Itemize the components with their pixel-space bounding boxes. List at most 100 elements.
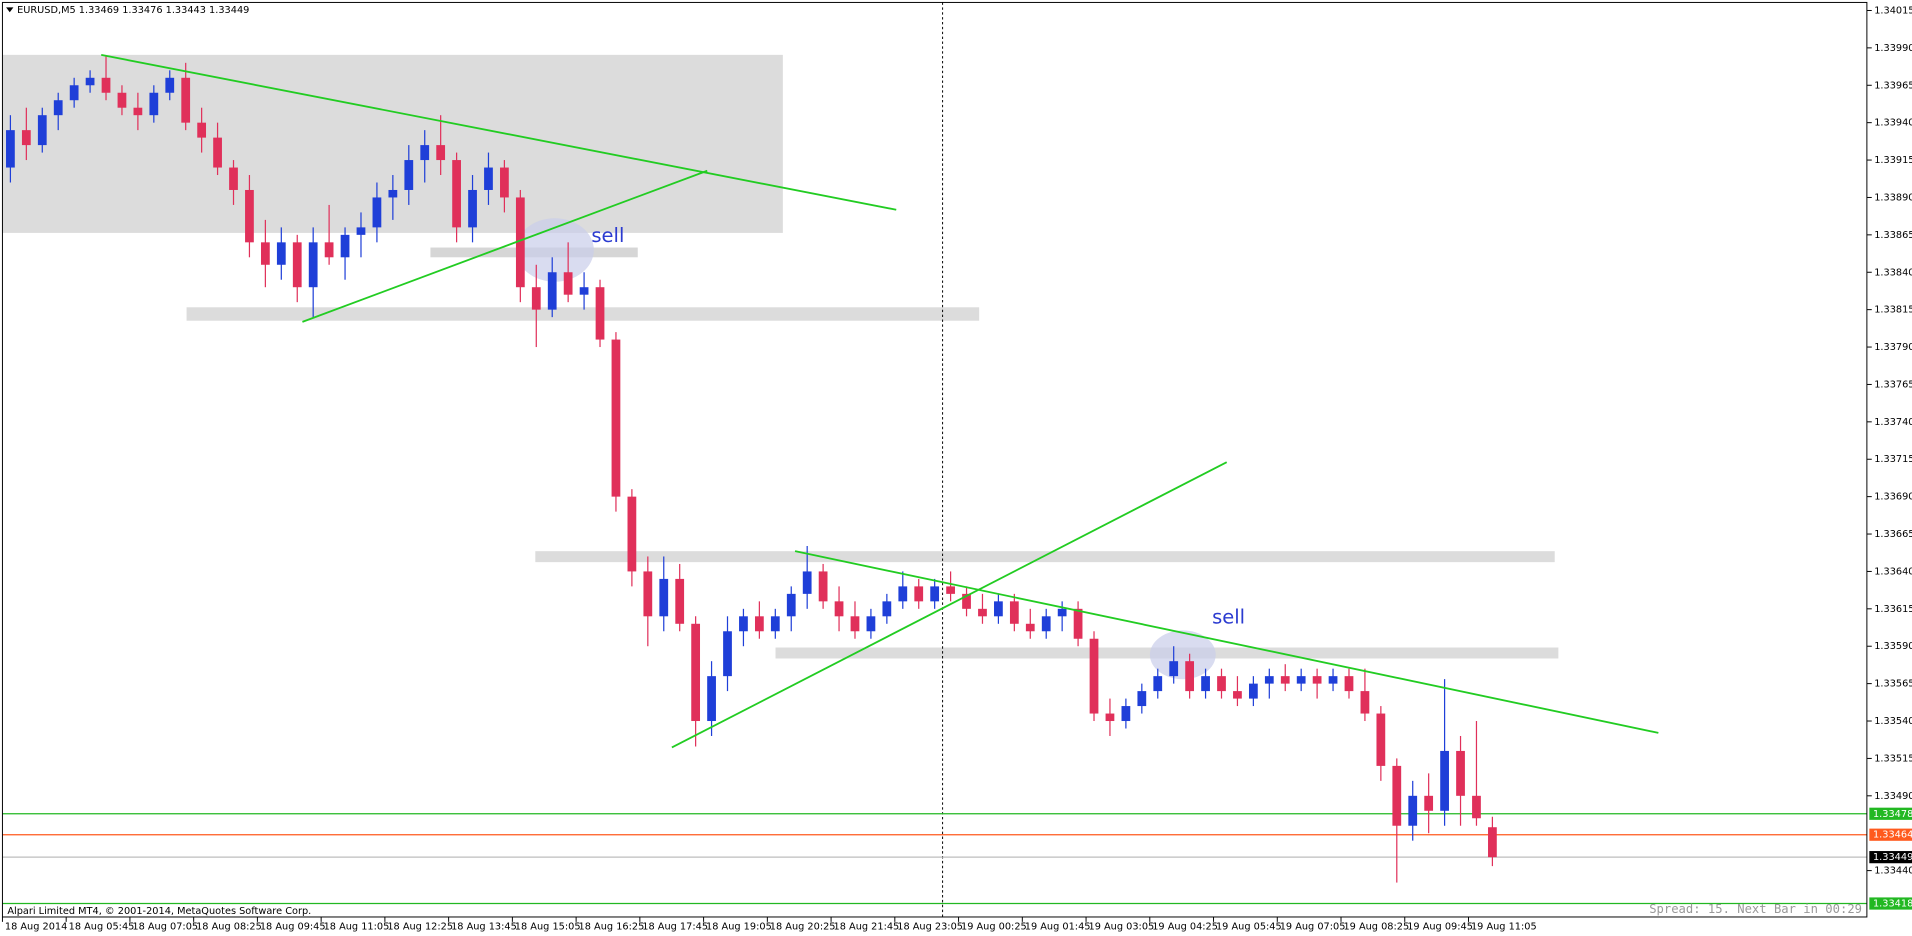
- candle-body: [340, 234, 350, 258]
- candle-body: [914, 586, 924, 602]
- candle-body: [85, 77, 95, 86]
- candle-body: [1328, 676, 1338, 684]
- candle-body: [1185, 661, 1195, 692]
- y-tick-label: 1.33540: [1874, 716, 1912, 727]
- price-label-box: [1869, 828, 1912, 841]
- candle-body: [1201, 676, 1210, 692]
- candle-body: [563, 272, 573, 295]
- status: Spread: 15. Next Bar in 00:29: [1649, 902, 1862, 916]
- candle-body: [101, 77, 111, 93]
- candle-body: [292, 242, 302, 288]
- candle-body: [500, 167, 509, 198]
- candle-body: [149, 92, 159, 116]
- candle-body: [53, 100, 63, 116]
- candle-body: [229, 167, 238, 190]
- x-tick-label: 18 Aug 08:25: [196, 922, 262, 933]
- candle-body: [611, 339, 621, 497]
- candle-body: [452, 160, 461, 228]
- candle-body: [1057, 608, 1067, 617]
- candle-body: [308, 242, 318, 288]
- candle-body: [1296, 676, 1306, 684]
- x-tick-label: 18 Aug 20:25: [770, 922, 836, 933]
- candle-body: [1153, 676, 1163, 692]
- x-tick-label: 18 Aug 2014: [5, 922, 67, 933]
- candle-body: [436, 145, 446, 161]
- x-tick-label: 19 Aug 08:25: [1343, 922, 1409, 933]
- candle-body: [1280, 676, 1290, 684]
- candle-body: [1169, 661, 1179, 677]
- candle-body: [1137, 691, 1147, 707]
- candle-body: [930, 586, 940, 602]
- candle-body: [643, 571, 653, 617]
- y-tick-label: 1.33740: [1874, 417, 1912, 428]
- candle-body: [834, 601, 844, 617]
- candle-body: [739, 616, 748, 632]
- x-tick-label: 19 Aug 01:45: [1025, 922, 1091, 933]
- x-tick-label: 18 Aug 05:45: [69, 922, 135, 933]
- x-tick-label: 18 Aug 09:45: [260, 922, 326, 933]
- price-label: 1.33478: [1873, 809, 1912, 820]
- y-tick-label: 1.33665: [1874, 529, 1912, 540]
- y-tick-label: 1.33940: [1874, 118, 1912, 129]
- candle-body: [1217, 676, 1226, 692]
- y-tick-label: 1.33915: [1874, 155, 1912, 166]
- candle-body: [117, 92, 127, 108]
- trendlines: sell sell: [101, 53, 1659, 749]
- y-tick-label: 1.33715: [1874, 454, 1912, 465]
- price-label: 1.33418: [1873, 899, 1912, 910]
- price-label-box: [1869, 897, 1912, 910]
- candle-body: [1488, 827, 1497, 858]
- plot-frame: [1, 1, 1868, 918]
- y-tick-label: 1.33515: [1874, 753, 1912, 764]
- x-tick-label: 18 Aug 19:05: [706, 922, 772, 933]
- price-label: 1.33464: [1873, 830, 1912, 841]
- candle-body: [946, 586, 955, 594]
- candle-body: [691, 623, 701, 722]
- candle-body: [675, 578, 685, 624]
- candle-body: [770, 616, 780, 632]
- candle-body: [802, 571, 812, 594]
- candles: [6, 55, 1497, 883]
- candle-body: [1105, 713, 1115, 722]
- candle-body: [420, 145, 430, 161]
- trendline: [101, 53, 897, 211]
- candle-body: [260, 242, 270, 265]
- candle-body: [1392, 765, 1402, 826]
- price-label-box: [1869, 851, 1912, 864]
- annotation: sell: [591, 224, 624, 247]
- candle-body: [1248, 683, 1258, 699]
- candle-body: [6, 130, 15, 168]
- y-tick-label: 1.33615: [1874, 604, 1912, 615]
- candle-body: [165, 77, 175, 93]
- candle-body: [388, 189, 398, 198]
- y-tick-label: 1.33690: [1874, 492, 1912, 503]
- candle-body: [1264, 676, 1274, 684]
- x-tick-label: 18 Aug 11:05: [324, 922, 390, 933]
- zone: [535, 551, 1555, 563]
- candle-body: [962, 593, 971, 609]
- x-tick-label: 19 Aug 04:25: [1152, 922, 1218, 933]
- candle-body: [1376, 713, 1386, 766]
- candle-body: [978, 608, 987, 617]
- candle-body: [1312, 676, 1322, 684]
- candle-body: [579, 287, 589, 295]
- candle-body: [37, 115, 47, 146]
- y-tick-label: 1.33765: [1874, 379, 1912, 390]
- candle-body: [786, 593, 796, 617]
- candle-body: [1089, 638, 1099, 714]
- x-tick-label: 19 Aug 09:45: [1407, 922, 1473, 933]
- candle-body: [627, 496, 637, 572]
- x-tick-label: 19 Aug 00:25: [961, 922, 1027, 933]
- candle-body: [1344, 676, 1354, 692]
- candle-body: [898, 586, 908, 602]
- candle-body: [1360, 691, 1370, 714]
- highlight-ellipse: [1149, 630, 1216, 680]
- candle-body: [515, 197, 525, 288]
- copyright: Alpari Limited MT4, © 2001-2014, MetaQuo…: [7, 906, 311, 917]
- candle-body: [1121, 706, 1131, 722]
- x-tick-label: 19 Aug 11:05: [1471, 922, 1537, 933]
- y-tick-label: 1.33865: [1874, 230, 1912, 241]
- candle-body: [882, 601, 892, 617]
- candle-body: [197, 122, 207, 138]
